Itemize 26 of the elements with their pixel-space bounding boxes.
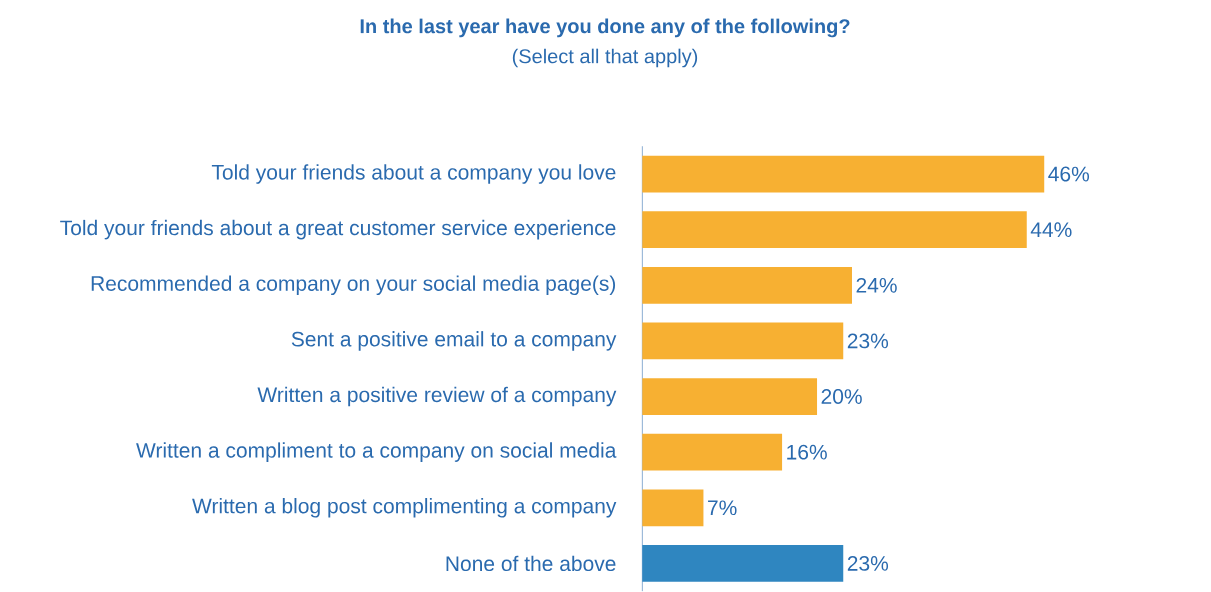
- data-label: 16%: [787, 444, 827, 460]
- y-tick-label: Sent a positive email to a company: [291, 331, 617, 351]
- bar: [642, 211, 1027, 249]
- data-label: 24%: [856, 278, 897, 293]
- data-label: 7%: [708, 500, 737, 516]
- data-label: 46%: [1048, 166, 1090, 182]
- y-tick-label: None of the above: [446, 555, 616, 572]
- bar: [642, 545, 844, 582]
- bar: [642, 267, 852, 304]
- y-tick-label: Written a blog post complimenting a company: [192, 498, 617, 518]
- y-tick-label: Written a positive review of a company: [257, 386, 617, 407]
- data-label: 44%: [1030, 222, 1072, 238]
- data-label: 20%: [821, 389, 862, 405]
- chart-title: In the last year have you done any of the following?: [360, 18, 850, 38]
- y-tick-label: Written a compliment to a company on social media: [136, 442, 617, 463]
- bar: [642, 322, 844, 360]
- data-label: 23%: [847, 556, 889, 571]
- data-label: 23%: [847, 333, 889, 349]
- y-tick-label: Told your friends about a company you love: [211, 164, 616, 184]
- bar: [642, 489, 704, 527]
- bar: [642, 433, 783, 471]
- y-tick-label: Recommended a company on your social media page(s): [91, 275, 616, 296]
- bar: [642, 378, 818, 416]
- bar: [642, 155, 1045, 193]
- chart-subtitle: (Select all that apply): [512, 48, 698, 68]
- y-tick-label: Told your friends about a great customer service experience: [60, 220, 616, 240]
